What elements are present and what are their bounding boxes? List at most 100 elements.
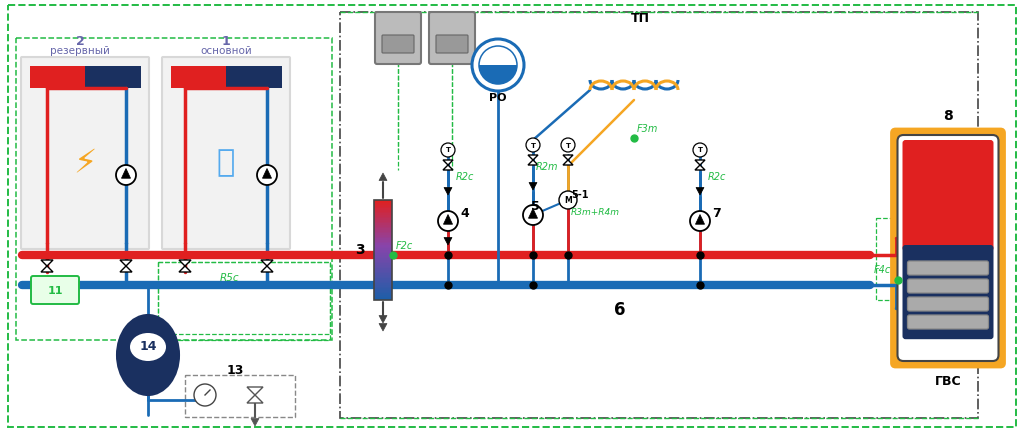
Bar	[374, 240, 392, 242]
Text: ТП: ТП	[631, 12, 649, 25]
Text: T: T	[565, 142, 570, 149]
Bar	[374, 230, 392, 232]
Text: 5-1: 5-1	[571, 190, 589, 200]
Polygon shape	[563, 155, 573, 160]
Polygon shape	[695, 165, 705, 170]
Polygon shape	[122, 168, 130, 178]
Bar	[374, 268, 392, 270]
Text: F4c: F4c	[873, 265, 891, 275]
Bar	[185, 375, 295, 417]
Bar	[374, 293, 392, 295]
FancyBboxPatch shape	[907, 315, 988, 329]
Bar	[374, 243, 392, 245]
Bar	[171, 66, 226, 88]
Polygon shape	[443, 165, 453, 170]
Text: 8: 8	[943, 109, 953, 123]
Bar	[374, 271, 392, 273]
Bar	[374, 280, 392, 282]
Bar	[374, 202, 392, 204]
Polygon shape	[528, 155, 538, 160]
Bar	[374, 245, 392, 247]
Bar	[374, 232, 392, 233]
Bar	[374, 208, 392, 210]
Text: ГВС: ГВС	[935, 375, 962, 388]
Bar	[374, 200, 392, 300]
Polygon shape	[261, 266, 273, 272]
FancyBboxPatch shape	[429, 12, 475, 64]
Text: T: T	[445, 148, 451, 154]
Bar	[374, 249, 392, 250]
Circle shape	[194, 384, 216, 406]
Polygon shape	[379, 316, 387, 323]
Text: 💧: 💧	[217, 149, 236, 178]
Bar	[374, 247, 392, 249]
Text: R2m: R2m	[536, 162, 558, 172]
Bar	[374, 257, 392, 259]
FancyBboxPatch shape	[892, 129, 1005, 367]
Bar	[374, 218, 392, 220]
Circle shape	[479, 46, 517, 84]
Bar	[374, 259, 392, 260]
FancyBboxPatch shape	[902, 140, 993, 251]
Bar	[374, 212, 392, 213]
Bar	[374, 222, 392, 223]
Polygon shape	[563, 160, 573, 165]
Text: 1: 1	[221, 35, 230, 48]
Polygon shape	[120, 260, 132, 266]
Polygon shape	[529, 182, 537, 190]
Circle shape	[690, 211, 710, 231]
FancyBboxPatch shape	[31, 276, 79, 304]
Bar	[374, 283, 392, 285]
Polygon shape	[247, 387, 263, 395]
Ellipse shape	[130, 333, 166, 361]
Bar	[374, 265, 392, 267]
Text: T: T	[530, 142, 536, 149]
Polygon shape	[379, 323, 387, 331]
Bar	[374, 278, 392, 280]
Text: F3m: F3m	[637, 124, 658, 134]
Circle shape	[257, 165, 278, 185]
Polygon shape	[528, 209, 538, 218]
Bar	[158, 262, 330, 334]
Text: 13: 13	[226, 363, 244, 377]
Bar	[374, 298, 392, 300]
Bar	[374, 253, 392, 255]
Bar	[374, 263, 392, 265]
Bar	[374, 260, 392, 262]
FancyBboxPatch shape	[375, 12, 421, 64]
Text: 11: 11	[47, 286, 62, 296]
Bar	[374, 205, 392, 207]
Text: R2c: R2c	[708, 172, 726, 182]
Polygon shape	[528, 160, 538, 165]
Bar	[30, 66, 85, 88]
FancyBboxPatch shape	[907, 261, 988, 275]
Bar	[85, 66, 141, 88]
Bar	[374, 228, 392, 230]
FancyBboxPatch shape	[897, 135, 998, 361]
Bar	[374, 238, 392, 240]
FancyBboxPatch shape	[162, 57, 290, 249]
Polygon shape	[41, 266, 53, 272]
Bar	[374, 287, 392, 288]
Text: 6: 6	[614, 301, 626, 319]
Polygon shape	[261, 260, 273, 266]
Text: R2c: R2c	[456, 172, 474, 182]
Polygon shape	[247, 395, 263, 403]
Polygon shape	[262, 168, 271, 178]
Bar	[374, 290, 392, 292]
Polygon shape	[696, 187, 705, 195]
Text: 7: 7	[712, 207, 721, 220]
Bar	[374, 285, 392, 287]
Bar	[16, 38, 332, 340]
Wedge shape	[479, 65, 517, 84]
Circle shape	[693, 143, 707, 157]
Circle shape	[561, 138, 575, 152]
Bar	[374, 204, 392, 205]
Text: R3m+R4m: R3m+R4m	[571, 208, 620, 217]
Bar	[340, 12, 978, 418]
Circle shape	[116, 165, 136, 185]
FancyBboxPatch shape	[907, 279, 988, 293]
Bar	[374, 226, 392, 228]
Bar	[374, 273, 392, 275]
Bar	[374, 200, 392, 202]
